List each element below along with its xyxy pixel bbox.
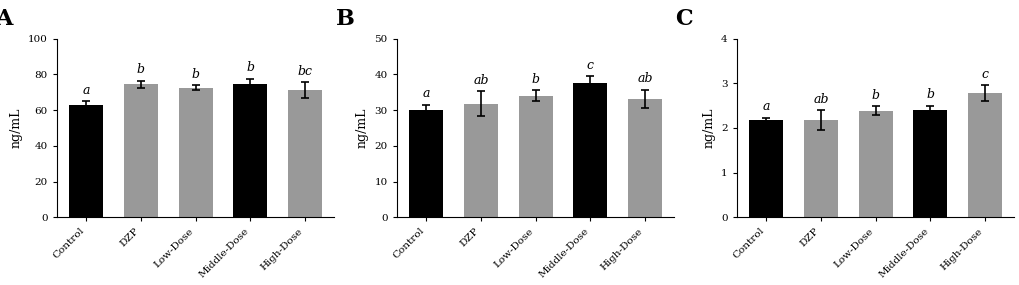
Bar	[233, 84, 267, 217]
Bar	[69, 105, 103, 217]
Bar	[573, 83, 606, 217]
Text: b: b	[531, 73, 539, 86]
Bar	[287, 90, 322, 217]
Bar	[464, 104, 497, 217]
Bar	[967, 93, 1001, 217]
Bar	[628, 99, 661, 217]
Y-axis label: ng/mL: ng/mL	[702, 108, 714, 148]
Bar	[858, 111, 892, 217]
Y-axis label: ng/mL: ng/mL	[9, 108, 22, 148]
Bar	[409, 110, 443, 217]
Text: b: b	[137, 63, 145, 76]
Text: ab: ab	[637, 72, 652, 85]
Text: a: a	[83, 84, 90, 97]
Text: B: B	[335, 8, 355, 30]
Bar	[178, 88, 212, 217]
Y-axis label: ng/mL: ng/mL	[356, 108, 369, 148]
Text: b: b	[192, 68, 200, 81]
Text: C: C	[675, 8, 693, 30]
Text: c: c	[586, 59, 593, 72]
Text: A: A	[0, 8, 13, 30]
Text: a: a	[762, 100, 769, 113]
Bar	[912, 110, 947, 217]
Text: b: b	[246, 61, 254, 74]
Text: ab: ab	[812, 93, 827, 105]
Text: ab: ab	[473, 74, 488, 87]
Bar	[749, 120, 783, 217]
Text: a: a	[422, 87, 430, 100]
Bar	[124, 84, 158, 217]
Bar	[803, 120, 837, 217]
Text: bc: bc	[298, 65, 312, 78]
Text: c: c	[980, 68, 987, 81]
Text: b: b	[870, 89, 878, 102]
Text: b: b	[925, 88, 933, 101]
Bar	[518, 96, 552, 217]
